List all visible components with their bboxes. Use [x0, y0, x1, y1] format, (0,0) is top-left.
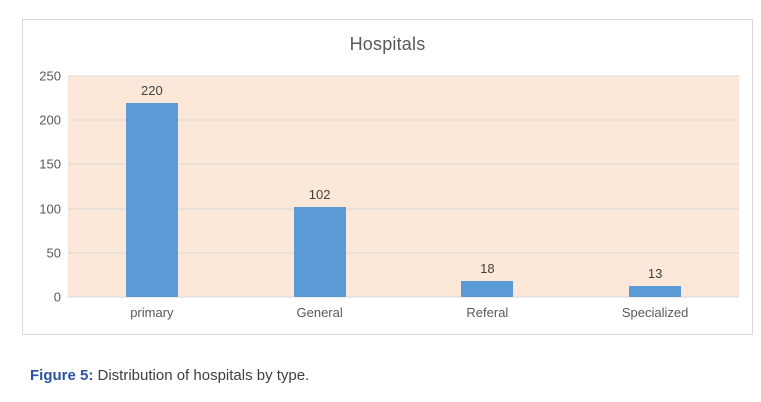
bar-slot: 102	[236, 76, 404, 297]
x-axis-label: Referal	[466, 305, 509, 320]
figure-caption-label: Figure 5:	[30, 367, 94, 384]
chart-title: Hospitals	[349, 34, 426, 54]
gridline-250	[68, 75, 739, 77]
y-tick-label: 250	[39, 68, 61, 84]
y-tick-label: 0	[53, 289, 61, 305]
figure-caption: Figure 5: Distribution of hospitals by t…	[30, 367, 309, 384]
bars-container: 220 102 18 13	[68, 76, 739, 297]
bar-general	[293, 206, 346, 297]
bar-value-label: 220	[141, 82, 163, 98]
bar-value-label: 13	[647, 265, 663, 281]
x-axis-labels: primary General Referal Specialized	[68, 305, 739, 320]
gridline-150	[68, 163, 739, 165]
gridline-100	[68, 208, 739, 210]
bar-slot: 18	[404, 76, 572, 297]
y-tick-label: 150	[39, 156, 61, 172]
x-axis-label: General	[296, 305, 343, 320]
x-axis-label: primary	[130, 305, 174, 320]
gridline-0	[68, 296, 739, 298]
bar-value-label: 18	[480, 261, 495, 277]
bar-primary	[125, 102, 178, 297]
bar-referal	[461, 281, 514, 297]
bar-slot: 13	[571, 76, 739, 297]
y-tick-label: 50	[46, 245, 61, 261]
bar-slot: 220	[68, 76, 236, 297]
figure-caption-text: Distribution of hospitals by type.	[93, 367, 310, 384]
y-tick-label: 100	[39, 201, 61, 217]
gridline-200	[68, 119, 739, 121]
bar-specialized	[629, 285, 682, 297]
y-axis: 0 50 100 150 200 250	[23, 70, 61, 304]
gridline-50	[68, 252, 739, 254]
hospitals-bar-chart: Hospitals 0 50 100 150 200 250 220 102 18 13 pri…	[22, 19, 753, 335]
x-axis-label: Specialized	[621, 305, 689, 320]
plot-area: 220 102 18 13	[68, 75, 739, 298]
y-tick-label: 200	[39, 112, 61, 128]
bar-value-label: 102	[308, 186, 331, 202]
